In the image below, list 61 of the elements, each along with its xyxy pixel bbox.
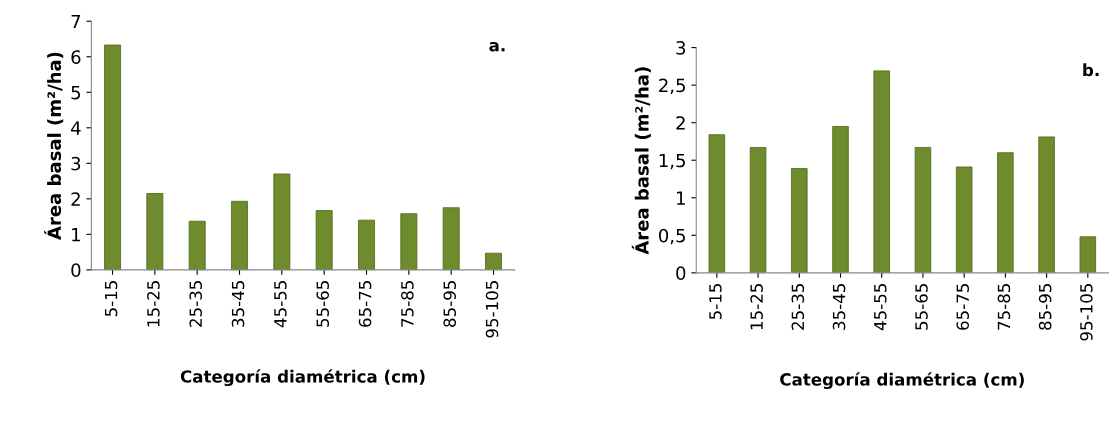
x-tick-label: 85-95 [443,281,457,327]
x-tick-label: 5-15 [709,284,722,320]
bar [442,207,460,270]
bar [485,252,502,270]
x-tick-label: 65-75 [358,281,372,327]
y-tick-label: 0 [71,263,81,277]
bar [273,173,291,270]
bar [315,210,333,270]
bar [791,168,808,273]
x-tick-label: 25-35 [791,284,805,330]
bar [188,220,206,270]
x-tick-label: 35-45 [231,281,245,327]
bar [1038,136,1055,273]
y-tick-label: 1 [677,191,685,205]
y-tick-label: 1 [72,228,80,242]
y-tick-label: 0,5 [659,228,685,245]
bar [1079,236,1097,273]
x-tick-label: 75-85 [401,281,414,327]
bar [914,147,932,273]
y-tick-label: 2,5 [659,78,685,95]
x-tick-label: 55-65 [316,281,330,327]
y-tick-label: 4 [71,121,81,135]
y-axis-title: Área basal (m²/ha) [44,52,64,240]
x-tick-label: 65-75 [956,284,969,330]
bar [146,193,164,270]
y-tick-label: 3 [676,41,686,55]
bar [358,219,375,270]
bar [832,126,849,273]
y-tick-label: 0 [676,266,686,280]
x-tick-label: 15-25 [147,281,160,327]
x-tick-label: 5-15 [104,281,118,317]
x-tick-label: 95-105 [485,281,499,338]
x-tick-label: 45-55 [874,284,887,331]
x-tick-label: 55-65 [915,284,928,330]
x-tick-label: 75-85 [997,284,1011,330]
bar [400,213,418,270]
y-tick-label: 2 [676,116,685,130]
bar [955,166,973,273]
bar [873,70,890,273]
x-tick-label: 95-105 [1080,284,1093,341]
bar [104,44,121,270]
y-axis-title: Área basal (m²/ha) [631,67,651,255]
x-axis-title: Categoría diamétrica (cm) [780,372,1024,390]
bar [708,134,726,273]
x-tick-label: 35-45 [832,284,846,330]
x-tick-label: 45-55 [274,281,287,328]
annotation: a. [489,41,505,52]
bar [231,200,248,270]
bar [997,152,1014,273]
x-axis-title: Categoría diamétrica (cm) [180,369,425,387]
x-tick-label: 15-25 [750,284,763,330]
x-tick-label: 85-95 [1038,284,1052,330]
y-tick-label: 2 [71,192,80,206]
x-tick-label: 25-35 [189,281,203,327]
bar [749,147,767,273]
annotation: b. [1083,63,1099,77]
y-tick-label: 3 [71,156,81,171]
y-tick-label: 6 [71,50,81,64]
y-tick-label: 5 [71,85,81,100]
y-tick-label: 7 [71,14,81,29]
y-tick-label: 1,5 [659,153,685,170]
